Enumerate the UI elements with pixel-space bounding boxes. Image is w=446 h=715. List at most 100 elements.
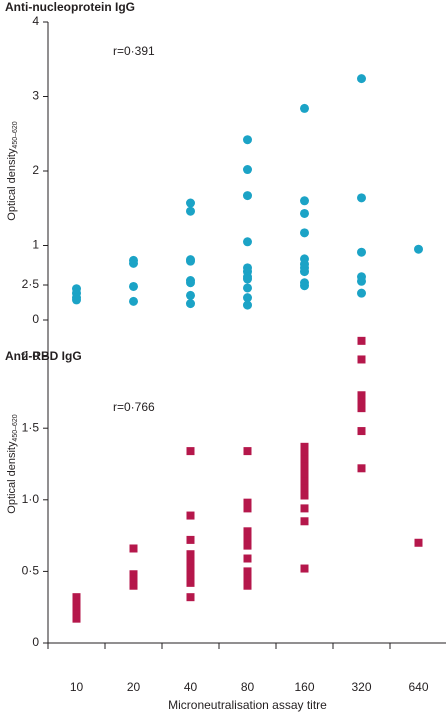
point xyxy=(186,299,195,309)
point xyxy=(357,427,366,436)
point xyxy=(243,504,252,513)
point xyxy=(186,557,195,566)
point xyxy=(129,258,138,268)
point xyxy=(357,355,366,364)
point xyxy=(300,228,309,238)
y-axis-label-main: Optical density xyxy=(6,441,18,514)
point xyxy=(300,455,309,464)
y-axis-label-sub: 450–620 xyxy=(12,121,19,148)
point xyxy=(243,283,252,293)
point xyxy=(129,544,138,553)
point xyxy=(357,336,366,345)
point xyxy=(186,535,195,544)
point xyxy=(243,554,252,563)
y-tick-label: 1·0 xyxy=(22,492,40,506)
x-tick-label: 80 xyxy=(241,680,255,694)
point xyxy=(414,244,423,254)
y-tick-label: 4 xyxy=(32,14,39,28)
point xyxy=(186,564,195,573)
y-tick-label: 0 xyxy=(32,312,39,326)
point xyxy=(357,391,366,400)
point xyxy=(243,541,252,550)
point xyxy=(186,550,195,559)
point xyxy=(300,504,309,513)
point xyxy=(186,511,195,520)
y-axis-label: Optical density450–620 xyxy=(6,414,19,514)
point xyxy=(243,498,252,507)
point xyxy=(357,74,366,84)
point xyxy=(243,293,252,303)
point xyxy=(243,237,252,247)
point xyxy=(186,593,195,602)
point xyxy=(186,290,195,300)
point xyxy=(414,538,423,547)
point xyxy=(357,288,366,298)
point xyxy=(357,276,366,286)
x-tick-label: 320 xyxy=(351,680,371,694)
point xyxy=(300,462,309,471)
point xyxy=(243,274,252,284)
point xyxy=(300,517,309,526)
point xyxy=(243,534,252,543)
point xyxy=(186,206,195,216)
point xyxy=(300,196,309,206)
point xyxy=(129,296,138,306)
point xyxy=(186,198,195,208)
y-tick-label: 0 xyxy=(32,635,39,649)
point xyxy=(300,477,309,486)
point xyxy=(357,404,366,413)
point xyxy=(72,610,81,619)
point xyxy=(300,208,309,218)
point xyxy=(186,278,195,288)
point xyxy=(357,247,366,257)
point xyxy=(186,447,195,456)
point xyxy=(357,193,366,203)
point xyxy=(186,571,195,580)
point xyxy=(300,281,309,291)
point xyxy=(300,564,309,573)
y-tick-label: 0·5 xyxy=(22,564,40,578)
point xyxy=(243,165,252,175)
y-tick-label: 1·5 xyxy=(22,420,40,434)
panel-title: Anti-nucleoprotein IgG xyxy=(5,0,135,14)
y-tick-label: 3 xyxy=(32,89,39,103)
annotation: r=0·391 xyxy=(113,44,155,58)
point xyxy=(186,256,195,266)
point xyxy=(300,103,309,113)
x-tick-label: 40 xyxy=(184,680,198,694)
point xyxy=(243,567,252,576)
point xyxy=(243,574,252,583)
y-axis-label-main: Optical density xyxy=(6,148,18,221)
point xyxy=(243,581,252,590)
point xyxy=(243,135,252,145)
y-tick-label: 2 xyxy=(32,163,39,177)
x-tick-label: 10 xyxy=(70,680,84,694)
point xyxy=(300,442,309,451)
point xyxy=(186,578,195,587)
point xyxy=(129,570,138,579)
point xyxy=(72,593,81,602)
y-tick-label: 2·5 xyxy=(22,277,40,291)
x-tick-label: 640 xyxy=(408,680,428,694)
point xyxy=(72,604,81,613)
point xyxy=(300,491,309,500)
point xyxy=(129,581,138,590)
point xyxy=(300,484,309,493)
point xyxy=(243,447,252,456)
point xyxy=(243,300,252,310)
point xyxy=(72,614,81,623)
x-tick-label: 160 xyxy=(294,680,314,694)
y-tick-label: 1 xyxy=(32,238,39,252)
y-axis-label: Optical density450–620 xyxy=(6,121,19,221)
y-tick-label: 2·0 xyxy=(22,349,40,363)
y-axis-label-sub: 450–620 xyxy=(12,414,19,441)
point xyxy=(357,464,366,473)
point xyxy=(300,448,309,457)
point xyxy=(243,191,252,201)
point xyxy=(243,527,252,536)
x-axis-label: Microneutralisation assay titre xyxy=(168,698,327,712)
point xyxy=(300,267,309,277)
point xyxy=(72,295,81,305)
point xyxy=(357,398,366,407)
